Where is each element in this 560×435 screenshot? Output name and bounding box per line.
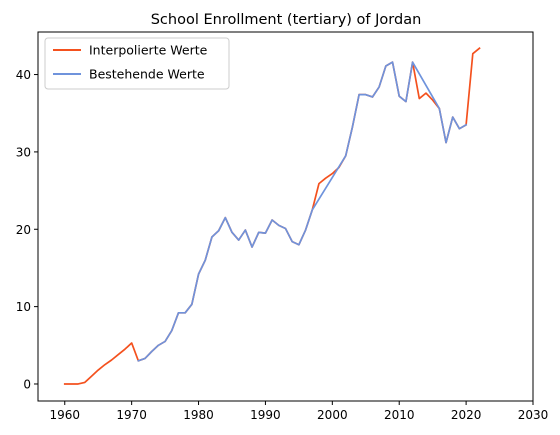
legend-box (44, 37, 230, 90)
legend-label-interpolated: Interpolierte Werte (89, 43, 208, 58)
x-tick-label-2020: 2020 (451, 408, 482, 422)
x-tick-label-2030: 2030 (518, 408, 549, 422)
x-tick-label-2000: 2000 (317, 408, 348, 422)
y-axis: 0 10 20 30 40 (16, 68, 38, 391)
x-axis: 1960 1970 1980 1990 2000 2010 2020 2030 (49, 401, 548, 422)
y-tick-label-20: 20 (16, 223, 31, 237)
x-tick-label-1980: 1980 (183, 408, 214, 422)
y-tick-label-40: 40 (16, 68, 31, 82)
y-tick-label-0: 0 (23, 377, 31, 391)
y-tick-label-30: 30 (16, 145, 31, 159)
x-tick-label-1970: 1970 (116, 408, 147, 422)
x-tick-label-1960: 1960 (49, 408, 80, 422)
legend-label-existing: Bestehende Werte (89, 67, 205, 82)
series-layer (63, 47, 481, 385)
legend: Interpolierte Werte Bestehende Werte (44, 37, 230, 90)
series-line-existing (137, 61, 468, 362)
plot-frame (37, 31, 534, 402)
x-tick-label-2010: 2010 (384, 408, 415, 422)
plot-area (37, 31, 534, 402)
x-tick-label-1990: 1990 (250, 408, 281, 422)
chart-title: School Enrollment (tertiary) of Jordan (151, 12, 422, 28)
y-tick-label-10: 10 (16, 300, 31, 314)
